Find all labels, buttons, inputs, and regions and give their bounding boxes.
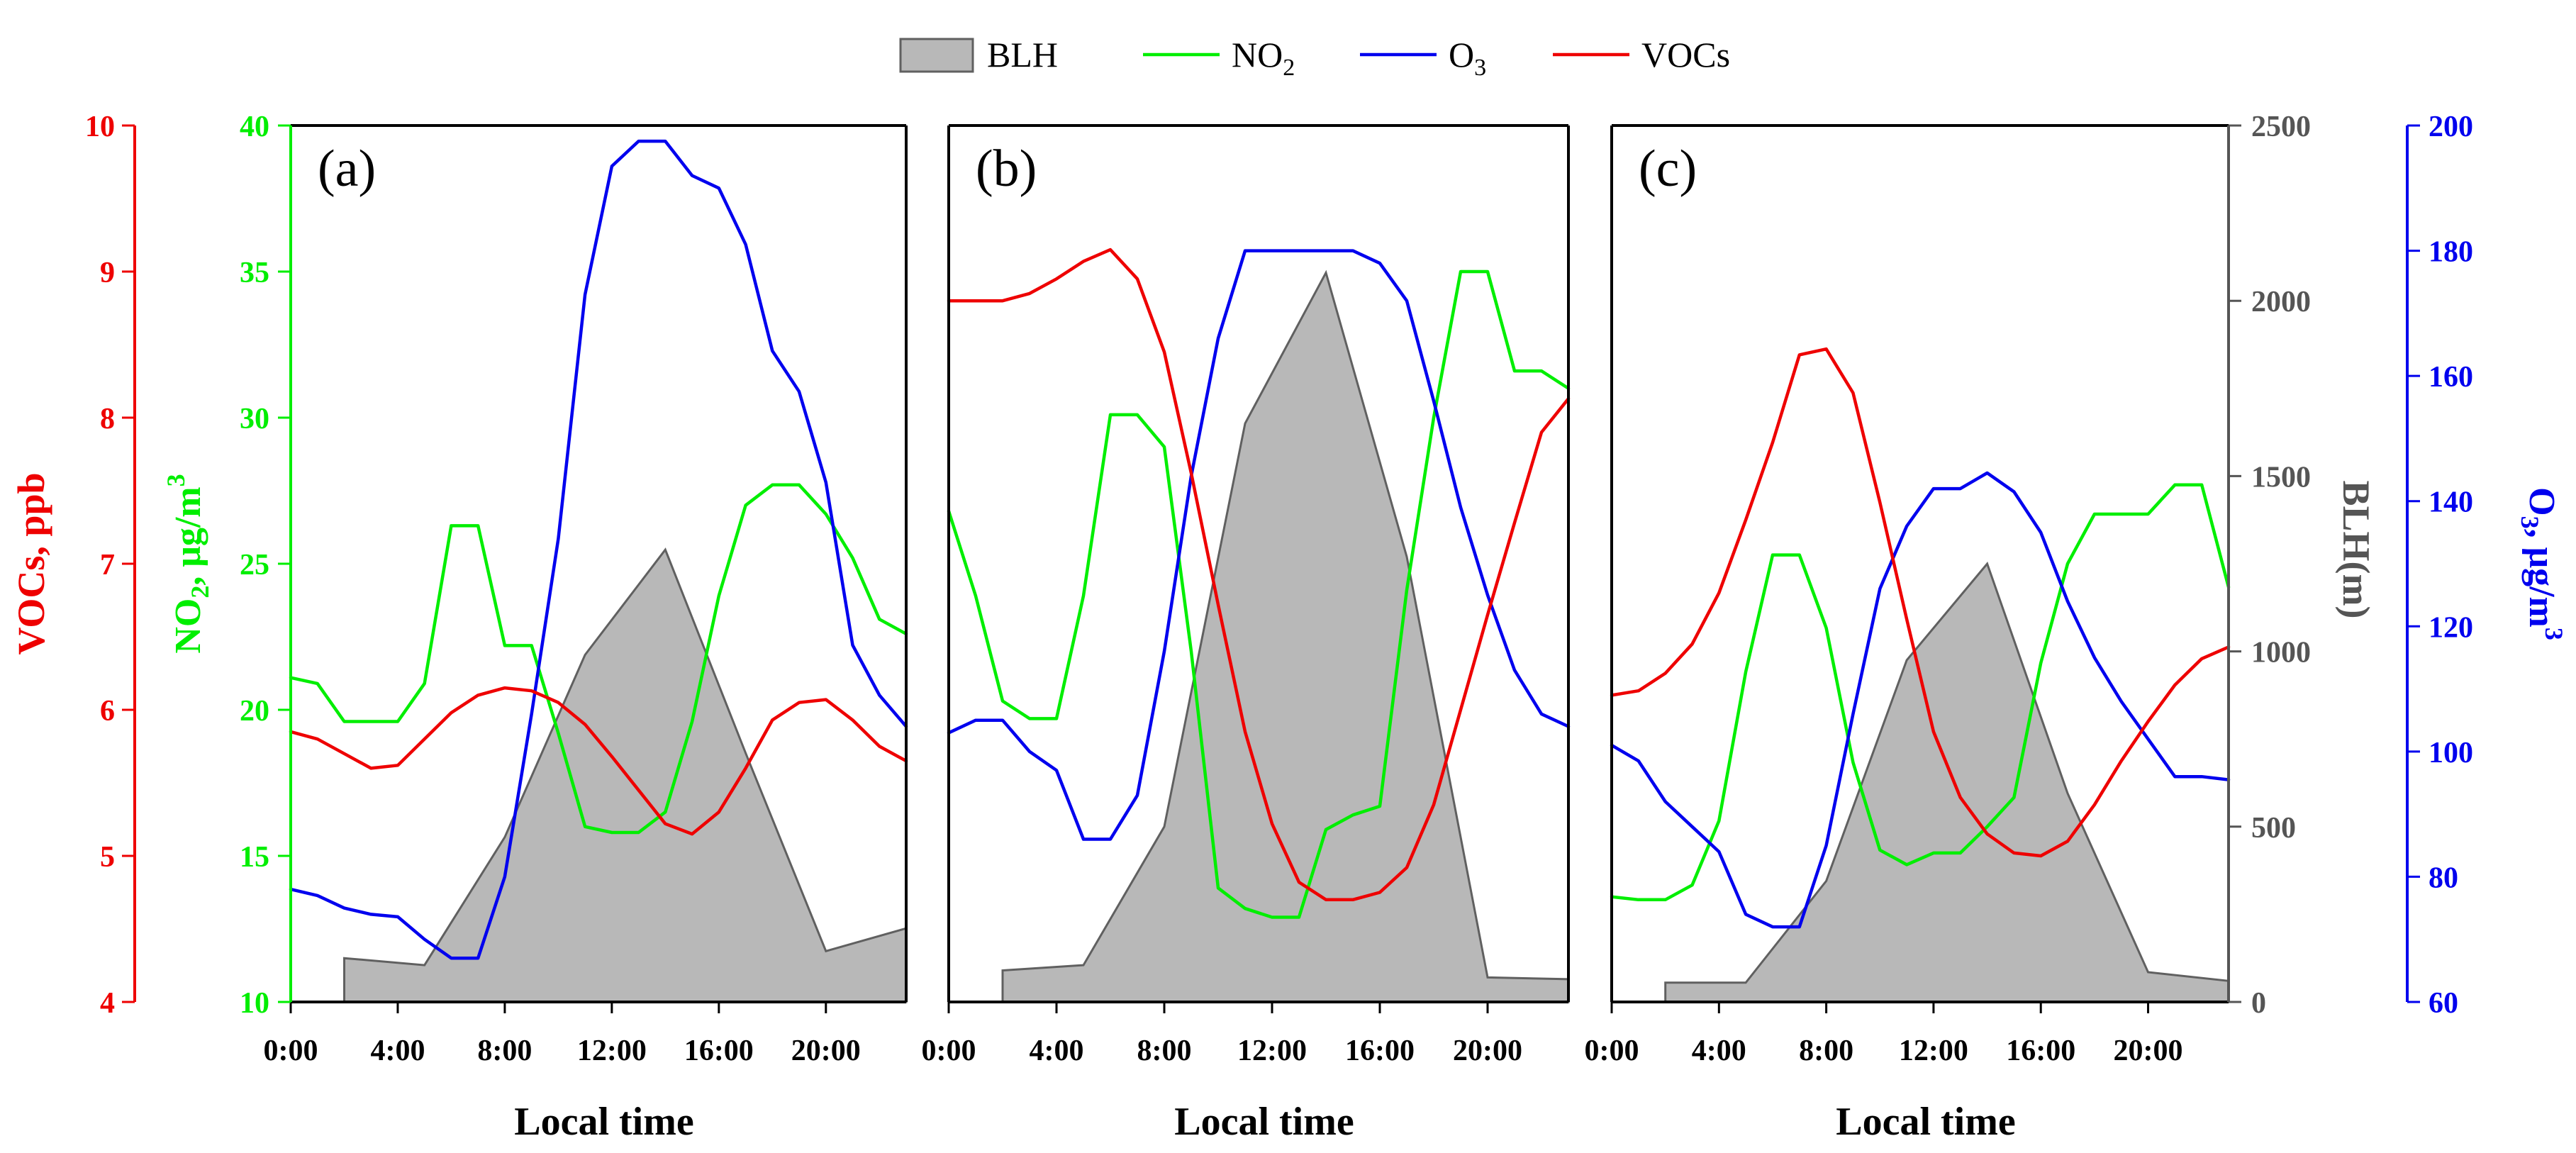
panel-3: (c) 0:00 4:00 8:00 12:00 16:00 20:00 Local time (1585, 124, 2231, 1144)
legend-item-o3: O3 (1360, 35, 1486, 81)
no2-tick-label: 40 (240, 111, 269, 143)
x-tick-label: 8:00 (1799, 1035, 1853, 1067)
legend-label-main: BLH (987, 35, 1058, 74)
panel-label: (b) (976, 140, 1037, 198)
vocs-line (1610, 347, 2231, 858)
blh-tick-label: 2000 (2251, 286, 2311, 318)
o3-title-main: O (2521, 487, 2562, 516)
o3-axis-title: O3, μg/m3 (2516, 487, 2568, 640)
legend-label-sub: 2 (1283, 55, 1295, 81)
blh-tick-label: 0 (2251, 987, 2266, 1020)
panel-label: (c) (1639, 140, 1697, 198)
blh-area (1001, 269, 1570, 1003)
blh-tick-label: 1500 (2251, 461, 2311, 494)
legend-label-blh: BLH (987, 35, 1058, 74)
x-tick-label: 20:00 (1453, 1035, 1522, 1067)
vocs-line (289, 686, 908, 836)
vocs-tick-label: 5 (100, 841, 115, 874)
legend-label-main: NO (1232, 35, 1283, 74)
x-tick-label: 8:00 (1137, 1035, 1192, 1067)
x-tick-label: 4:00 (370, 1035, 425, 1067)
panel-1: (a) 0:00 4:00 8:00 12:00 16:00 20:00 Local time (264, 124, 908, 1144)
x-tick-label: 4:00 (1030, 1035, 1084, 1067)
no2-title-sub: 2 (186, 586, 214, 598)
o3-line (947, 249, 1571, 841)
legend-label-no2: NO2 (1232, 35, 1295, 81)
legend-swatch-blh (899, 38, 974, 73)
legend-item-vocs: VOCs (1553, 35, 1730, 74)
x-tick-label: 16:00 (1345, 1035, 1415, 1067)
o3-line (1610, 471, 2231, 929)
legend-label-o3: O3 (1449, 35, 1486, 81)
x-tick-label: 8:00 (477, 1035, 532, 1067)
blh-axis-title: BLH(m) (2335, 481, 2377, 619)
no2-tick-label: 25 (240, 549, 269, 581)
vocs-tick-label: 9 (100, 257, 115, 289)
o3-title-rest: , μg/m (2521, 529, 2562, 628)
x-tick-label: 12:00 (1237, 1035, 1307, 1067)
o3-tick-label: 120 (2429, 611, 2473, 644)
no2-title-rest: , μg/m (168, 486, 208, 585)
x-axis-title: Local time (1836, 1100, 2015, 1144)
x-tick-label: 4:00 (1692, 1035, 1746, 1067)
legend-label-sub: 3 (1474, 55, 1486, 81)
blh-tick-label: 1000 (2251, 637, 2311, 669)
x-tick-label: 12:00 (577, 1035, 647, 1067)
no2-line (947, 269, 1571, 919)
o3-tick-label: 60 (2429, 987, 2458, 1020)
legend-label-main: O (1449, 35, 1474, 74)
x-tick-label: 0:00 (264, 1035, 318, 1067)
vocs-tick-label: 8 (100, 403, 115, 435)
o3-tick-label: 200 (2429, 111, 2473, 143)
no2-line (1610, 483, 2231, 902)
legend-label-vocs: VOCs (1641, 35, 1730, 74)
x-tick-label: 20:00 (2114, 1035, 2183, 1067)
panel-label: (a) (318, 140, 376, 198)
no2-axis-title: NO2, μg/m3 (162, 474, 214, 653)
x-axis-title: Local time (514, 1100, 693, 1144)
o3-title-sub: 3 (2516, 516, 2544, 529)
no2-title-sup: 3 (162, 474, 190, 486)
no2-tick-label: 35 (240, 257, 269, 289)
vocs-axis: 4 5 6 7 8 9 10 VOCs, ppb (10, 111, 136, 1020)
legend-item-blh: BLH (899, 35, 1058, 74)
vocs-tick-label: 7 (100, 549, 115, 581)
o3-tick-label: 100 (2429, 737, 2473, 769)
o3-line (289, 139, 908, 960)
no2-tick-label: 10 (240, 987, 269, 1020)
x-tick-label: 20:00 (791, 1035, 861, 1067)
x-tick-label: 0:00 (922, 1035, 976, 1067)
o3-tick-label: 140 (2429, 486, 2473, 519)
vocs-tick-label: 4 (100, 987, 115, 1020)
x-tick-label: 16:00 (684, 1035, 754, 1067)
no2-line (289, 483, 908, 835)
blh-area (1664, 562, 2230, 1003)
vocs-line (947, 247, 1571, 902)
vocs-tick-label: 6 (100, 695, 115, 728)
legend-label-main: VOCs (1641, 35, 1730, 74)
o3-tick-label: 180 (2429, 236, 2473, 269)
blh-tick-label: 500 (2251, 812, 2296, 845)
no2-tick-label: 15 (240, 841, 269, 874)
legend-item-no2: NO2 (1143, 35, 1295, 81)
o3-title-sup: 3 (2540, 628, 2568, 640)
panel-2: (b) 0:00 4:00 8:00 12:00 16:00 20:00 Local time (922, 124, 1571, 1144)
x-tick-label: 0:00 (1585, 1035, 1639, 1067)
x-tick-label: 16:00 (2006, 1035, 2075, 1067)
o3-tick-label: 80 (2429, 862, 2458, 894)
o3-tick-label: 160 (2429, 361, 2473, 394)
vocs-axis-title: VOCs, ppb (10, 472, 52, 655)
vocs-tick-label: 10 (85, 111, 115, 143)
x-axis-title: Local time (1174, 1100, 1354, 1144)
blh-tick-label: 2500 (2251, 111, 2311, 143)
no2-tick-label: 30 (240, 403, 269, 435)
blh-axis: 0 500 1000 1500 2000 2500 BLH(m) (2227, 111, 2377, 1020)
no2-axis: 10 15 20 25 30 35 40 NO2, μg/m3 (162, 111, 292, 1020)
x-tick-label: 12:00 (1899, 1035, 1968, 1067)
no2-tick-label: 20 (240, 695, 269, 728)
no2-title-main: NO (168, 598, 208, 654)
